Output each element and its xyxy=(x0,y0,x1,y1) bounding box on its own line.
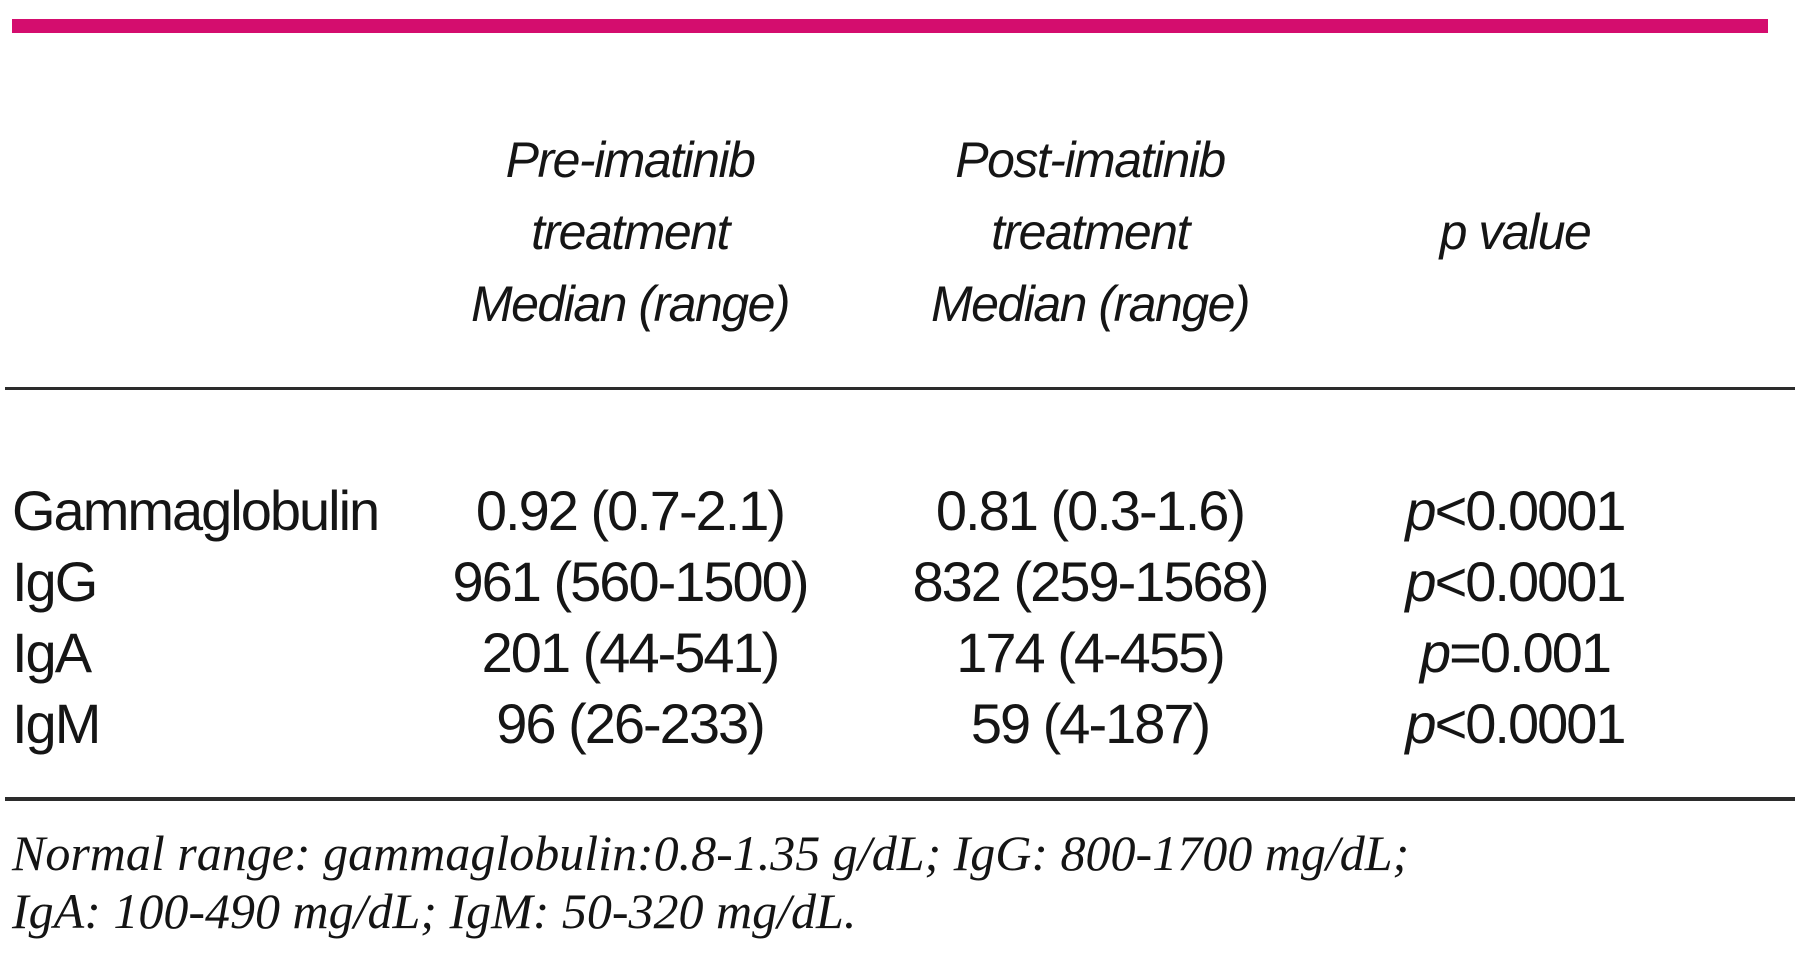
cell-gammaglobulin-post: 0.81 (0.3-1.6) xyxy=(935,479,1246,542)
p-value-text: <0.0001 xyxy=(1434,479,1627,542)
header-empty-cell xyxy=(0,124,400,340)
row-label-iga: IgA xyxy=(12,621,92,684)
header-post-line-1: Post-imatinib xyxy=(955,132,1226,188)
table-body: Gammaglobulin 0.92 (0.7-2.1) 0.81 (0.3-1… xyxy=(0,475,1800,759)
header-post-line-2: treatment xyxy=(991,204,1190,260)
header-pre-line-3: Median (range) xyxy=(470,276,791,332)
p-symbol: p xyxy=(1405,479,1436,542)
header-p-value-label: p value xyxy=(1439,204,1592,260)
row-label-igg: IgG xyxy=(12,550,98,613)
header-p-value: p value xyxy=(1320,124,1710,340)
header-post-line-3: Median (range) xyxy=(930,276,1251,332)
header-post-imatinib: Post-imatinib treatment Median (range) xyxy=(860,124,1320,340)
table-bottom-rule xyxy=(5,797,1795,801)
cell-igg-pvalue: p<0.0001 xyxy=(1320,546,1710,617)
row-label-gammaglobulin: Gammaglobulin xyxy=(12,479,380,542)
accent-rule-bar xyxy=(12,19,1768,33)
table-footnote: Normal range: gammaglobulin:0.8-1.35 g/d… xyxy=(12,824,1409,940)
cell-iga-pre: 201 (44-541) xyxy=(481,621,781,684)
header-pre-line-2: treatment xyxy=(531,204,730,260)
header-pre-imatinib: Pre-imatinib treatment Median (range) xyxy=(400,124,860,340)
header-pre-line-1: Pre-imatinib xyxy=(505,132,756,188)
p-symbol: p xyxy=(1420,621,1451,684)
cell-iga-post: 174 (4-455) xyxy=(956,621,1226,684)
p-value-text: =0.001 xyxy=(1449,621,1612,684)
cell-gammaglobulin-pre: 0.92 (0.7-2.1) xyxy=(475,479,786,542)
footnote-line-2: IgA: 100-490 mg/dL; IgM: 50-320 mg/dL. xyxy=(12,883,857,939)
p-value-text: <0.0001 xyxy=(1434,692,1627,755)
cell-iga-pvalue: p=0.001 xyxy=(1320,617,1710,688)
table-header-row: Pre-imatinib treatment Median (range) Po… xyxy=(0,124,1800,340)
cell-igm-post: 59 (4-187) xyxy=(970,692,1211,755)
cell-igg-post: 832 (259-1568) xyxy=(912,550,1270,613)
p-symbol: p xyxy=(1405,550,1436,613)
cell-igm-pre: 96 (26-233) xyxy=(496,692,766,755)
cell-gammaglobulin-pvalue: p<0.0001 xyxy=(1320,475,1710,546)
cell-igm-pvalue: p<0.0001 xyxy=(1320,688,1710,759)
row-label-igm: IgM xyxy=(12,692,101,755)
table-top-rule xyxy=(5,387,1795,390)
cell-igg-pre: 961 (560-1500) xyxy=(452,550,810,613)
p-value-text: <0.0001 xyxy=(1434,550,1627,613)
p-symbol: p xyxy=(1405,692,1436,755)
footnote-line-1: Normal range: gammaglobulin:0.8-1.35 g/d… xyxy=(12,825,1410,881)
